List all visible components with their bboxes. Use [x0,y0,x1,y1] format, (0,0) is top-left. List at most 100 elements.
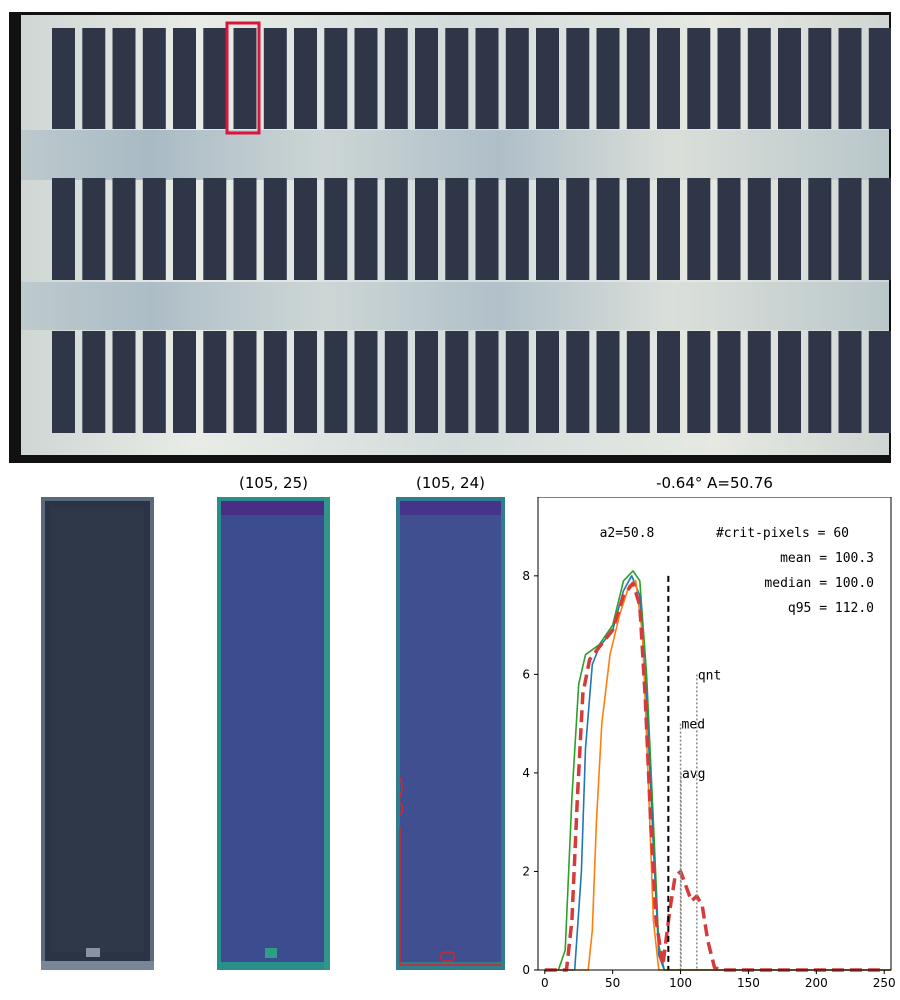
panel-cell [505,28,529,129]
panel-cell [566,331,590,433]
annotation-median: median = 100.0 [764,576,874,591]
panel-cell [808,28,832,129]
panel-cell [808,178,832,280]
panel-cell [838,331,862,433]
panel-cell [354,331,378,433]
panel-cell [808,331,832,433]
panel-cell [82,331,106,433]
series-line-2 [544,575,891,971]
panel-cell [52,178,75,280]
panel-cell [294,178,317,280]
panel-cell [657,178,680,280]
panel-cell [566,178,590,280]
panel-cell [838,28,862,129]
tile-raw-crop [41,497,154,970]
chart-title: -0.64° A=50.76 [656,474,773,492]
panel-cell [324,28,348,129]
contour-blob [440,951,455,962]
chart-series-group: avg med qnt [544,570,891,972]
panel-cell [324,178,348,280]
panel-cell [173,331,196,433]
panel-cell [778,178,801,280]
panel-cell [747,28,771,129]
chart-frame [537,497,892,971]
panel-cell [687,331,711,433]
panel-cell [294,28,317,129]
panel-cell [536,28,559,129]
panel-cell [112,331,136,433]
panel-cell [384,331,408,433]
panel-cell [354,178,378,280]
panel-cell [626,28,650,129]
panel-cell [173,28,196,129]
panel-cell [203,178,227,280]
x-tick-label: 100 [669,976,692,990]
annotation-a2: a2=50.8 [600,526,655,541]
series-line-4 [544,581,885,972]
panel-cell [263,28,287,129]
panel-cell [173,178,196,280]
panel-cell [657,331,680,433]
annotation-mean: mean = 100.3 [780,551,874,566]
panel-cell [868,331,891,433]
panel-cell [112,28,136,129]
panel-cell [354,28,378,129]
panel-cell [233,331,257,433]
panel-cell [203,28,227,129]
panel-cell [445,178,469,280]
contour-line [399,827,501,966]
panel-cell [233,28,257,129]
panel-cell [233,178,257,280]
panel-cell [112,178,136,280]
panel-cell [747,331,771,433]
panel-cell [294,331,317,433]
panel-cell [687,28,711,129]
marker-label-qnt: qnt [698,668,721,683]
panel-cells [52,28,891,433]
panel-cell [52,28,75,129]
panel-cell [626,178,650,280]
x-tick-label: 0 [541,976,549,990]
panel-cell [566,28,590,129]
panel-cell [596,331,620,433]
panel-cell [82,178,106,280]
y-tick-label: 2 [522,864,530,878]
panel-cell [505,331,529,433]
panel-photo [9,12,891,463]
panel-cell [415,28,438,129]
marker-label-avg: avg [682,767,705,782]
annotation-q95: q95 = 112.0 [788,601,874,616]
panel-cell [657,28,680,129]
panel-cell [868,178,891,280]
panel-cell [52,331,75,433]
histogram-chart: avg med qnt 0 50 100 150 200 250 0 2 4 6 8 a2=50.8 #… [522,497,896,990]
panel-cell [142,331,166,433]
tile-c-title: (105, 24) [416,474,485,492]
panel-cell [415,178,438,280]
y-tick-label: 6 [522,667,530,681]
panel-cell [263,331,287,433]
panel-cell [142,28,166,129]
x-tick-label: 250 [873,976,896,990]
panel-cell [475,28,499,129]
series-line-3 [544,580,891,971]
panel-cell [475,178,499,280]
panel-cell [778,28,801,129]
tile-heatmap-c [396,497,505,970]
panel-cell [717,28,741,129]
panel-cell [384,178,408,280]
x-tick-label: 200 [805,976,828,990]
panel-cell [596,178,620,280]
panel-cell [717,331,741,433]
y-tick-label: 0 [522,963,530,977]
panel-cell [505,178,529,280]
panel-cell [82,28,106,129]
y-tick-label: 4 [522,766,530,780]
panel-cell [747,178,771,280]
x-tick-label: 50 [605,976,620,990]
panel-cell [324,331,348,433]
panel-cell [717,178,741,280]
panel-cell [384,28,408,129]
chart-axes: 0 50 100 150 200 250 0 2 4 6 8 [522,569,895,990]
y-tick-label: 8 [522,569,530,583]
